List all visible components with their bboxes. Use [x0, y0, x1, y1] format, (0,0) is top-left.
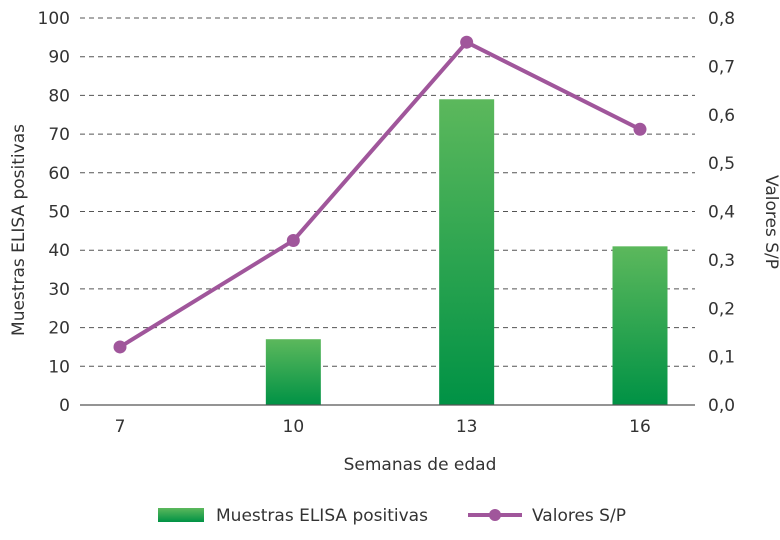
left-tick-label: 20 — [48, 319, 70, 339]
right-tick-label: 0,4 — [708, 203, 735, 223]
right-tick-label: 0,0 — [708, 396, 735, 416]
bar — [265, 339, 321, 405]
left-tick-label: 0 — [59, 396, 70, 416]
left-tick-label: 30 — [48, 280, 70, 300]
left-axis-label: Muestras ELISA positivas — [9, 124, 29, 336]
right-tick-label: 0,1 — [708, 348, 735, 368]
left-tick-label: 50 — [48, 203, 70, 223]
x-tick-label: 16 — [629, 417, 651, 437]
left-axis-ticks: 0 10 20 30 40 50 60 70 80 90 100 — [38, 9, 70, 416]
line-point — [286, 234, 300, 248]
legend: Muestras ELISA positivas Valores S/P — [158, 506, 626, 526]
x-tick-label: 10 — [283, 417, 305, 437]
right-tick-label: 0,5 — [708, 154, 735, 174]
legend-line-marker — [489, 509, 501, 521]
legend-line-label: Valores S/P — [532, 506, 626, 526]
x-axis-label: Semanas de edad — [344, 455, 497, 475]
left-tick-label: 90 — [48, 48, 70, 68]
x-tick-label: 13 — [456, 417, 478, 437]
right-axis-label: Valores S/P — [761, 175, 780, 269]
series-line — [118, 40, 641, 349]
right-tick-label: 0,7 — [708, 57, 735, 77]
right-tick-label: 0,6 — [708, 106, 735, 126]
legend-bar-label: Muestras ELISA positivas — [216, 506, 428, 526]
left-tick-label: 80 — [48, 86, 70, 106]
bar — [612, 246, 668, 405]
line-point — [113, 340, 127, 354]
left-tick-label: 100 — [38, 9, 70, 29]
left-tick-label: 60 — [48, 164, 70, 184]
bar-series — [265, 99, 668, 406]
right-tick-label: 0,2 — [708, 299, 735, 319]
left-tick-label: 40 — [48, 241, 70, 261]
line-point — [633, 122, 647, 136]
line-series — [113, 35, 647, 354]
right-axis-ticks: 0,0 0,1 0,2 0,3 0,4 0,5 0,6 0,7 0,8 — [708, 9, 735, 416]
x-axis-ticks: 7 10 13 16 — [115, 417, 651, 437]
left-tick-label: 10 — [48, 357, 70, 377]
right-tick-label: 0,3 — [708, 251, 735, 271]
left-tick-label: 70 — [48, 125, 70, 145]
right-tick-label: 0,8 — [708, 9, 735, 29]
legend-bar-swatch — [158, 508, 204, 522]
x-tick-label: 7 — [115, 417, 126, 437]
bar — [439, 99, 495, 406]
line-point — [460, 35, 474, 49]
